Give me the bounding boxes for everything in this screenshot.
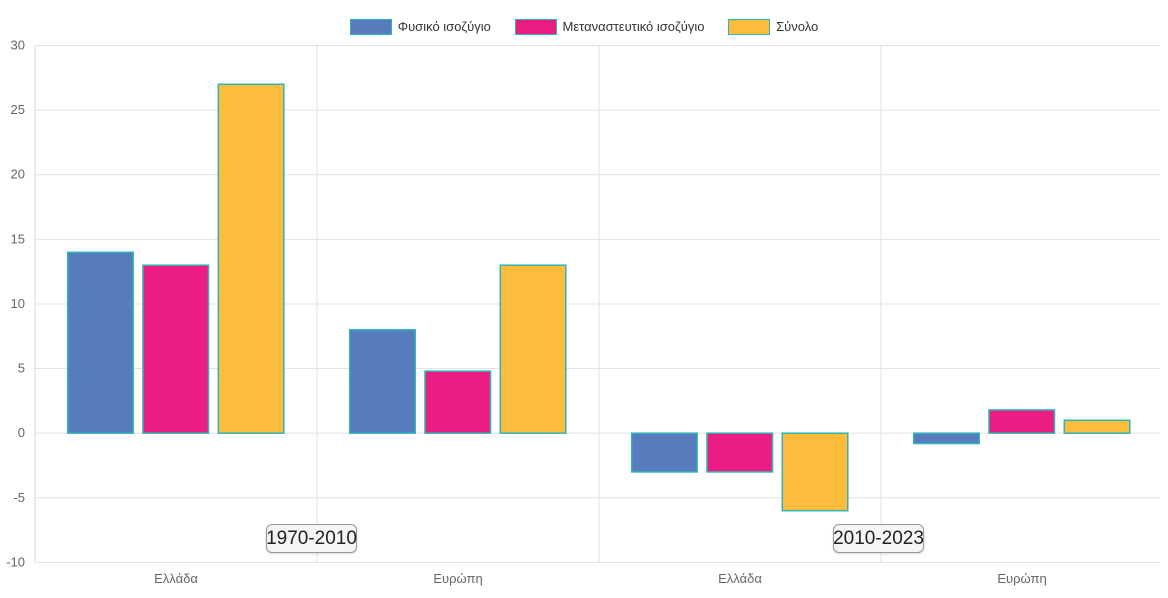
svg-text:Ευρώπη: Ευρώπη — [433, 571, 482, 586]
svg-text:Ευρώπη: Ευρώπη — [997, 571, 1046, 586]
svg-text:0: 0 — [18, 425, 25, 440]
svg-text:15: 15 — [11, 231, 25, 246]
svg-text:20: 20 — [11, 167, 25, 182]
svg-text:Ελλάδα: Ελλάδα — [718, 571, 762, 586]
svg-text:Ελλάδα: Ελλάδα — [154, 571, 198, 586]
svg-text:-10: -10 — [6, 554, 25, 569]
svg-text:10: 10 — [11, 296, 25, 311]
svg-text:5: 5 — [18, 361, 25, 376]
svg-text:-5: -5 — [13, 490, 25, 505]
svg-text:25: 25 — [11, 102, 25, 117]
svg-text:30: 30 — [11, 38, 25, 53]
